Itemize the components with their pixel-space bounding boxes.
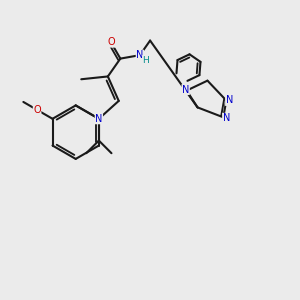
Text: H: H bbox=[142, 56, 149, 64]
Text: N: N bbox=[226, 95, 233, 106]
Text: O: O bbox=[108, 37, 115, 47]
Text: N: N bbox=[223, 113, 230, 123]
Text: N: N bbox=[182, 85, 189, 94]
Text: O: O bbox=[33, 105, 41, 115]
Text: N: N bbox=[136, 50, 144, 60]
Text: N: N bbox=[95, 114, 103, 124]
